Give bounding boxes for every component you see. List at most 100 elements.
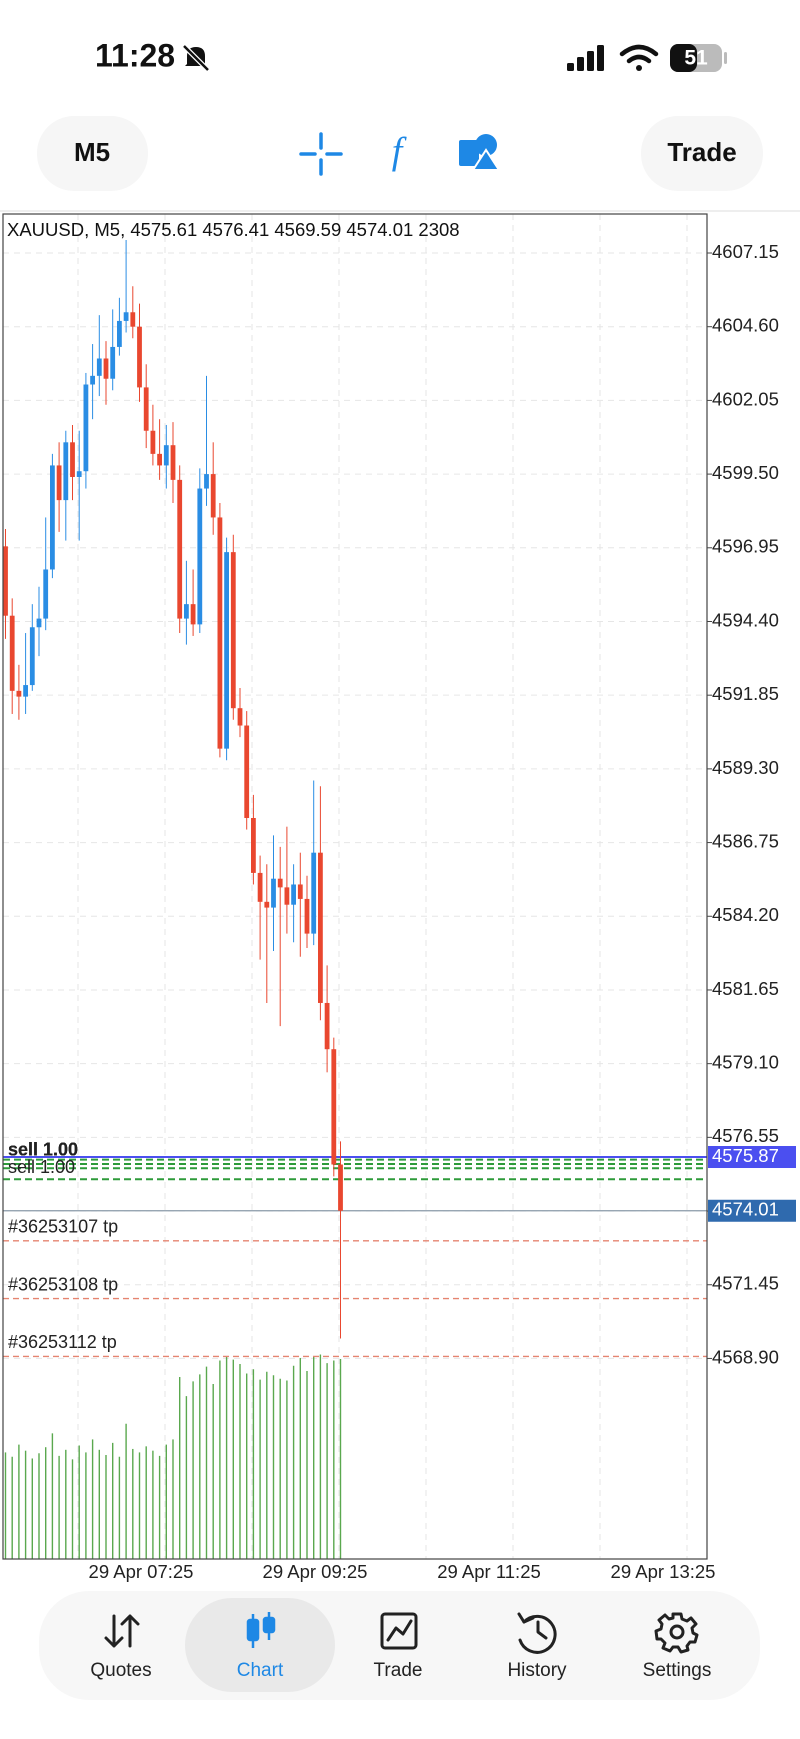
- sell-order-label: sell 1.00: [8, 1139, 78, 1159]
- y-tick-label: 4586.75: [712, 830, 779, 851]
- x-tick-label: 29 Apr 13:25: [611, 1561, 716, 1582]
- candle-body: [103, 358, 109, 379]
- candle-body: [170, 445, 176, 480]
- y-tick-label: 4604.60: [712, 315, 779, 336]
- candle-body: [284, 887, 290, 905]
- candle-body: [3, 546, 8, 616]
- candle-body: [90, 375, 95, 385]
- nav-label[interactable]: Trade: [374, 1660, 423, 1681]
- last-price-label: 4574.01: [712, 1199, 779, 1220]
- candle-body: [244, 725, 250, 819]
- nav-active-pill: [185, 1598, 335, 1692]
- candle-body: [197, 488, 203, 625]
- y-tick-label: 4591.85: [712, 683, 779, 704]
- candle-body: [190, 604, 196, 625]
- candle-body: [23, 685, 28, 697]
- y-tick-label: 4599.50: [712, 462, 779, 483]
- tp-order-label: #36253108 tp: [8, 1274, 118, 1294]
- candle-body: [43, 569, 49, 619]
- nav-bar: [39, 1591, 760, 1700]
- crosshair-button[interactable]: [299, 132, 343, 176]
- y-tick-label: 4571.45: [712, 1273, 779, 1294]
- y-tick-label: 4568.90: [712, 1346, 779, 1367]
- tp-order-label: #36253107 tp: [8, 1217, 118, 1237]
- candle-body: [56, 465, 62, 501]
- timeframe-button[interactable]: [37, 116, 148, 191]
- nav-label[interactable]: Chart: [237, 1660, 284, 1681]
- candle-body: [16, 690, 22, 697]
- candle-body: [304, 898, 310, 934]
- timeframe-label[interactable]: M5: [74, 137, 110, 167]
- candle-body: [70, 442, 75, 477]
- candle-body: [29, 627, 35, 686]
- candle-body: [157, 453, 162, 466]
- sell-order-label: sell 1.00: [8, 1139, 78, 1159]
- candle-body: [331, 1049, 337, 1165]
- candle-body: [271, 878, 276, 908]
- candle-body: [177, 479, 183, 619]
- bid-price-box: [708, 1146, 796, 1169]
- nav-items: Quotes Chart Trade History Settings: [90, 1598, 711, 1692]
- price-axis: 4607.15 4604.60 4602.05 4599.50 4596.95 4594.…: [707, 241, 796, 1367]
- candle-body: [324, 1002, 330, 1050]
- wifi-icon: [619, 44, 659, 71]
- sell-order-label: sell 1.00: [8, 1139, 78, 1159]
- objects-button[interactable]: [459, 134, 501, 171]
- battery-level: 51: [684, 47, 708, 70]
- candle-body: [163, 445, 169, 466]
- mute-icon: [182, 44, 210, 72]
- y-tick-label: 4602.05: [712, 388, 779, 409]
- status-time: 11:28: [95, 37, 175, 73]
- candle-body: [123, 312, 129, 321]
- nav-label[interactable]: History: [507, 1660, 567, 1681]
- sell-order-label: sell 1.00: [8, 1157, 75, 1177]
- y-tick-label: 4596.95: [712, 536, 779, 557]
- candle-body: [130, 312, 136, 327]
- candle-body: [9, 615, 15, 691]
- trade-label[interactable]: Trade: [667, 137, 736, 167]
- candle-body: [76, 471, 82, 477]
- candle-body: [63, 442, 69, 501]
- signal-icon: [567, 45, 604, 71]
- indicators-button[interactable]: f: [392, 131, 407, 173]
- candle-body: [264, 901, 270, 908]
- y-tick-label: 4581.65: [712, 978, 779, 999]
- chart-frame: [2, 213, 708, 1560]
- y-tick-label: 4576.55: [712, 1125, 779, 1146]
- nav-label[interactable]: Settings: [643, 1660, 712, 1681]
- x-tick-label: 29 Apr 07:25: [89, 1561, 194, 1582]
- candle-body: [50, 465, 55, 570]
- candle-body: [291, 884, 296, 905]
- candle-body: [150, 430, 156, 454]
- history-icon: [517, 1612, 557, 1654]
- trade-button[interactable]: [641, 116, 763, 191]
- candle-body: [110, 346, 116, 379]
- candle-body: [224, 552, 229, 749]
- bid-price-label: 4575.87: [712, 1145, 779, 1166]
- candle-body: [184, 604, 189, 619]
- candle-body: [117, 320, 122, 347]
- y-tick-label: 4579.10: [712, 1052, 779, 1073]
- candle-body: [36, 618, 42, 628]
- candle-body: [257, 872, 263, 902]
- y-tick-label: 4594.40: [712, 609, 779, 630]
- y-tick-label: 4589.30: [712, 757, 779, 778]
- settings-icon: [654, 1612, 699, 1654]
- candle-body: [251, 818, 256, 873]
- candle-body: [277, 878, 283, 888]
- candle-body: [237, 708, 243, 726]
- nav-label[interactable]: Quotes: [90, 1660, 151, 1681]
- chart-header: XAUUSD, M5, 4575.61 4576.41 4569.59 4574…: [7, 219, 460, 240]
- trade-icon: [380, 1612, 418, 1650]
- last-price-box: [708, 1199, 796, 1222]
- x-tick-label: 29 Apr 11:25: [437, 1561, 541, 1582]
- candle-body: [204, 474, 209, 489]
- y-tick-label: 4607.15: [712, 241, 779, 262]
- candle-body: [83, 384, 89, 472]
- quotes-icon: [104, 1614, 140, 1648]
- y-tick-label: 4584.20: [712, 904, 779, 925]
- candle-body: [137, 326, 142, 388]
